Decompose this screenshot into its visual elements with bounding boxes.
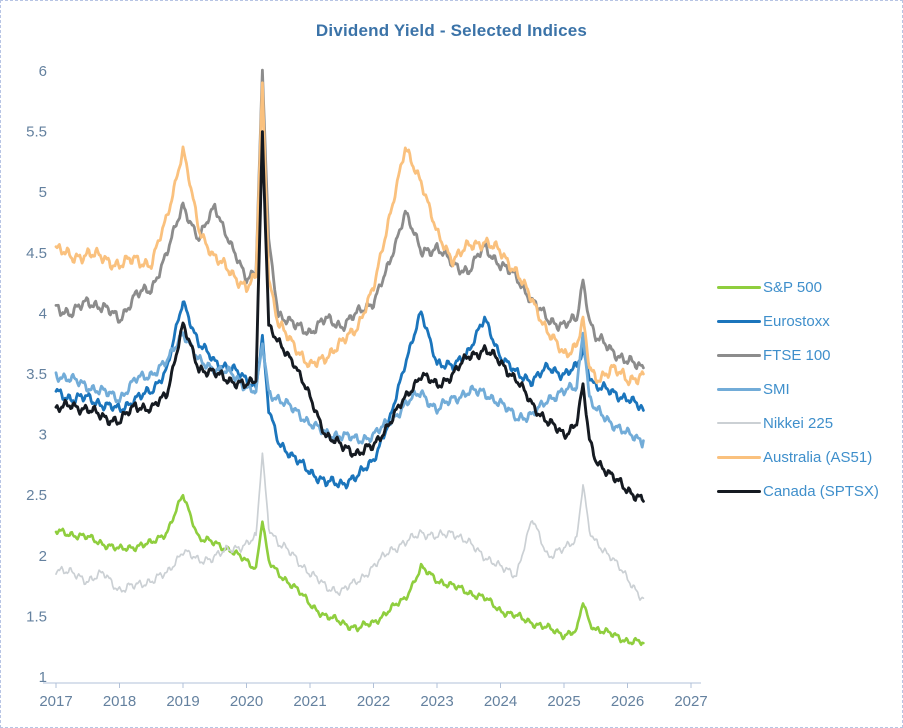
legend-swatch-australia-as51 xyxy=(717,455,761,459)
series-line-s-p-500 xyxy=(54,493,645,647)
y-axis-tick-label: 4.5 xyxy=(26,245,47,262)
legend-swatch-smi xyxy=(717,387,761,391)
legend-item-smi: SMI xyxy=(717,372,897,406)
y-axis-tick-label: 1 xyxy=(39,669,47,686)
legend-swatch-s-p-500 xyxy=(717,285,761,289)
series-line-eurostoxx xyxy=(54,300,645,490)
x-axis-tick-label: 2018 xyxy=(103,693,136,710)
series-line-australia-as51 xyxy=(54,81,645,387)
x-axis-tick-label: 2020 xyxy=(230,693,263,710)
series-line-smi xyxy=(54,331,645,449)
x-axis-tick-label: 2025 xyxy=(547,693,580,710)
legend-label-australia-as51: Australia (AS51) xyxy=(763,448,873,466)
legend-label-smi: SMI xyxy=(763,380,790,398)
series-line-canada-sptsx xyxy=(54,130,645,503)
series-line-ftse-100 xyxy=(54,68,645,371)
y-axis-tick-label: 3.5 xyxy=(26,366,47,383)
legend-item-ftse-100: FTSE 100 xyxy=(717,338,897,372)
legend-swatch-eurostoxx xyxy=(717,319,761,323)
legend: S&P 500 Eurostoxx FTSE 100 SMI Nikkei 225 Aus… xyxy=(717,270,897,508)
x-axis-tick-label: 2019 xyxy=(166,693,199,710)
y-axis-tick-label: 5 xyxy=(39,184,47,201)
legend-label-eurostoxx: Eurostoxx xyxy=(763,312,830,330)
legend-label-nikkei-225: Nikkei 225 xyxy=(763,414,834,432)
legend-item-canada-sptsx: Canada (SPTSX) xyxy=(717,474,897,508)
y-axis-tick-label: 4 xyxy=(39,305,47,322)
chart-title: Dividend Yield - Selected Indices xyxy=(315,21,588,40)
series-line-nikkei-225 xyxy=(55,452,645,601)
legend-label-canada-sptsx: Canada (SPTSX) xyxy=(763,482,879,500)
legend-item-nikkei-225: Nikkei 225 xyxy=(717,406,897,440)
y-axis-tick-label: 5.5 xyxy=(26,124,47,141)
x-axis-tick-label: 2021 xyxy=(293,693,326,710)
x-axis-tick-label: 2022 xyxy=(357,693,390,710)
legend-label-ftse-100: FTSE 100 xyxy=(763,346,831,364)
y-axis-tick-label: 2 xyxy=(39,548,47,565)
x-axis-tick-label: 2027 xyxy=(674,693,707,710)
y-axis-tick-label: 6 xyxy=(39,63,47,80)
x-axis-tick-label: 2026 xyxy=(611,693,644,710)
legend-swatch-ftse-100 xyxy=(717,353,761,357)
y-axis-tick-label: 1.5 xyxy=(26,608,47,625)
legend-swatch-canada-sptsx xyxy=(717,489,761,493)
legend-swatch-nikkei-225 xyxy=(717,422,761,424)
x-axis-tick-label: 2024 xyxy=(484,693,517,710)
legend-label-s-p-500: S&P 500 xyxy=(763,278,822,296)
legend-item-eurostoxx: Eurostoxx xyxy=(717,304,897,338)
y-axis-tick-label: 3 xyxy=(39,427,47,444)
x-axis-tick-label: 2023 xyxy=(420,693,453,710)
legend-item-s-p-500: S&P 500 xyxy=(717,270,897,304)
legend-item-australia-as51: Australia (AS51) xyxy=(717,440,897,474)
y-axis-tick-label: 2.5 xyxy=(26,487,47,504)
x-axis-tick-label: 2017 xyxy=(39,693,72,710)
